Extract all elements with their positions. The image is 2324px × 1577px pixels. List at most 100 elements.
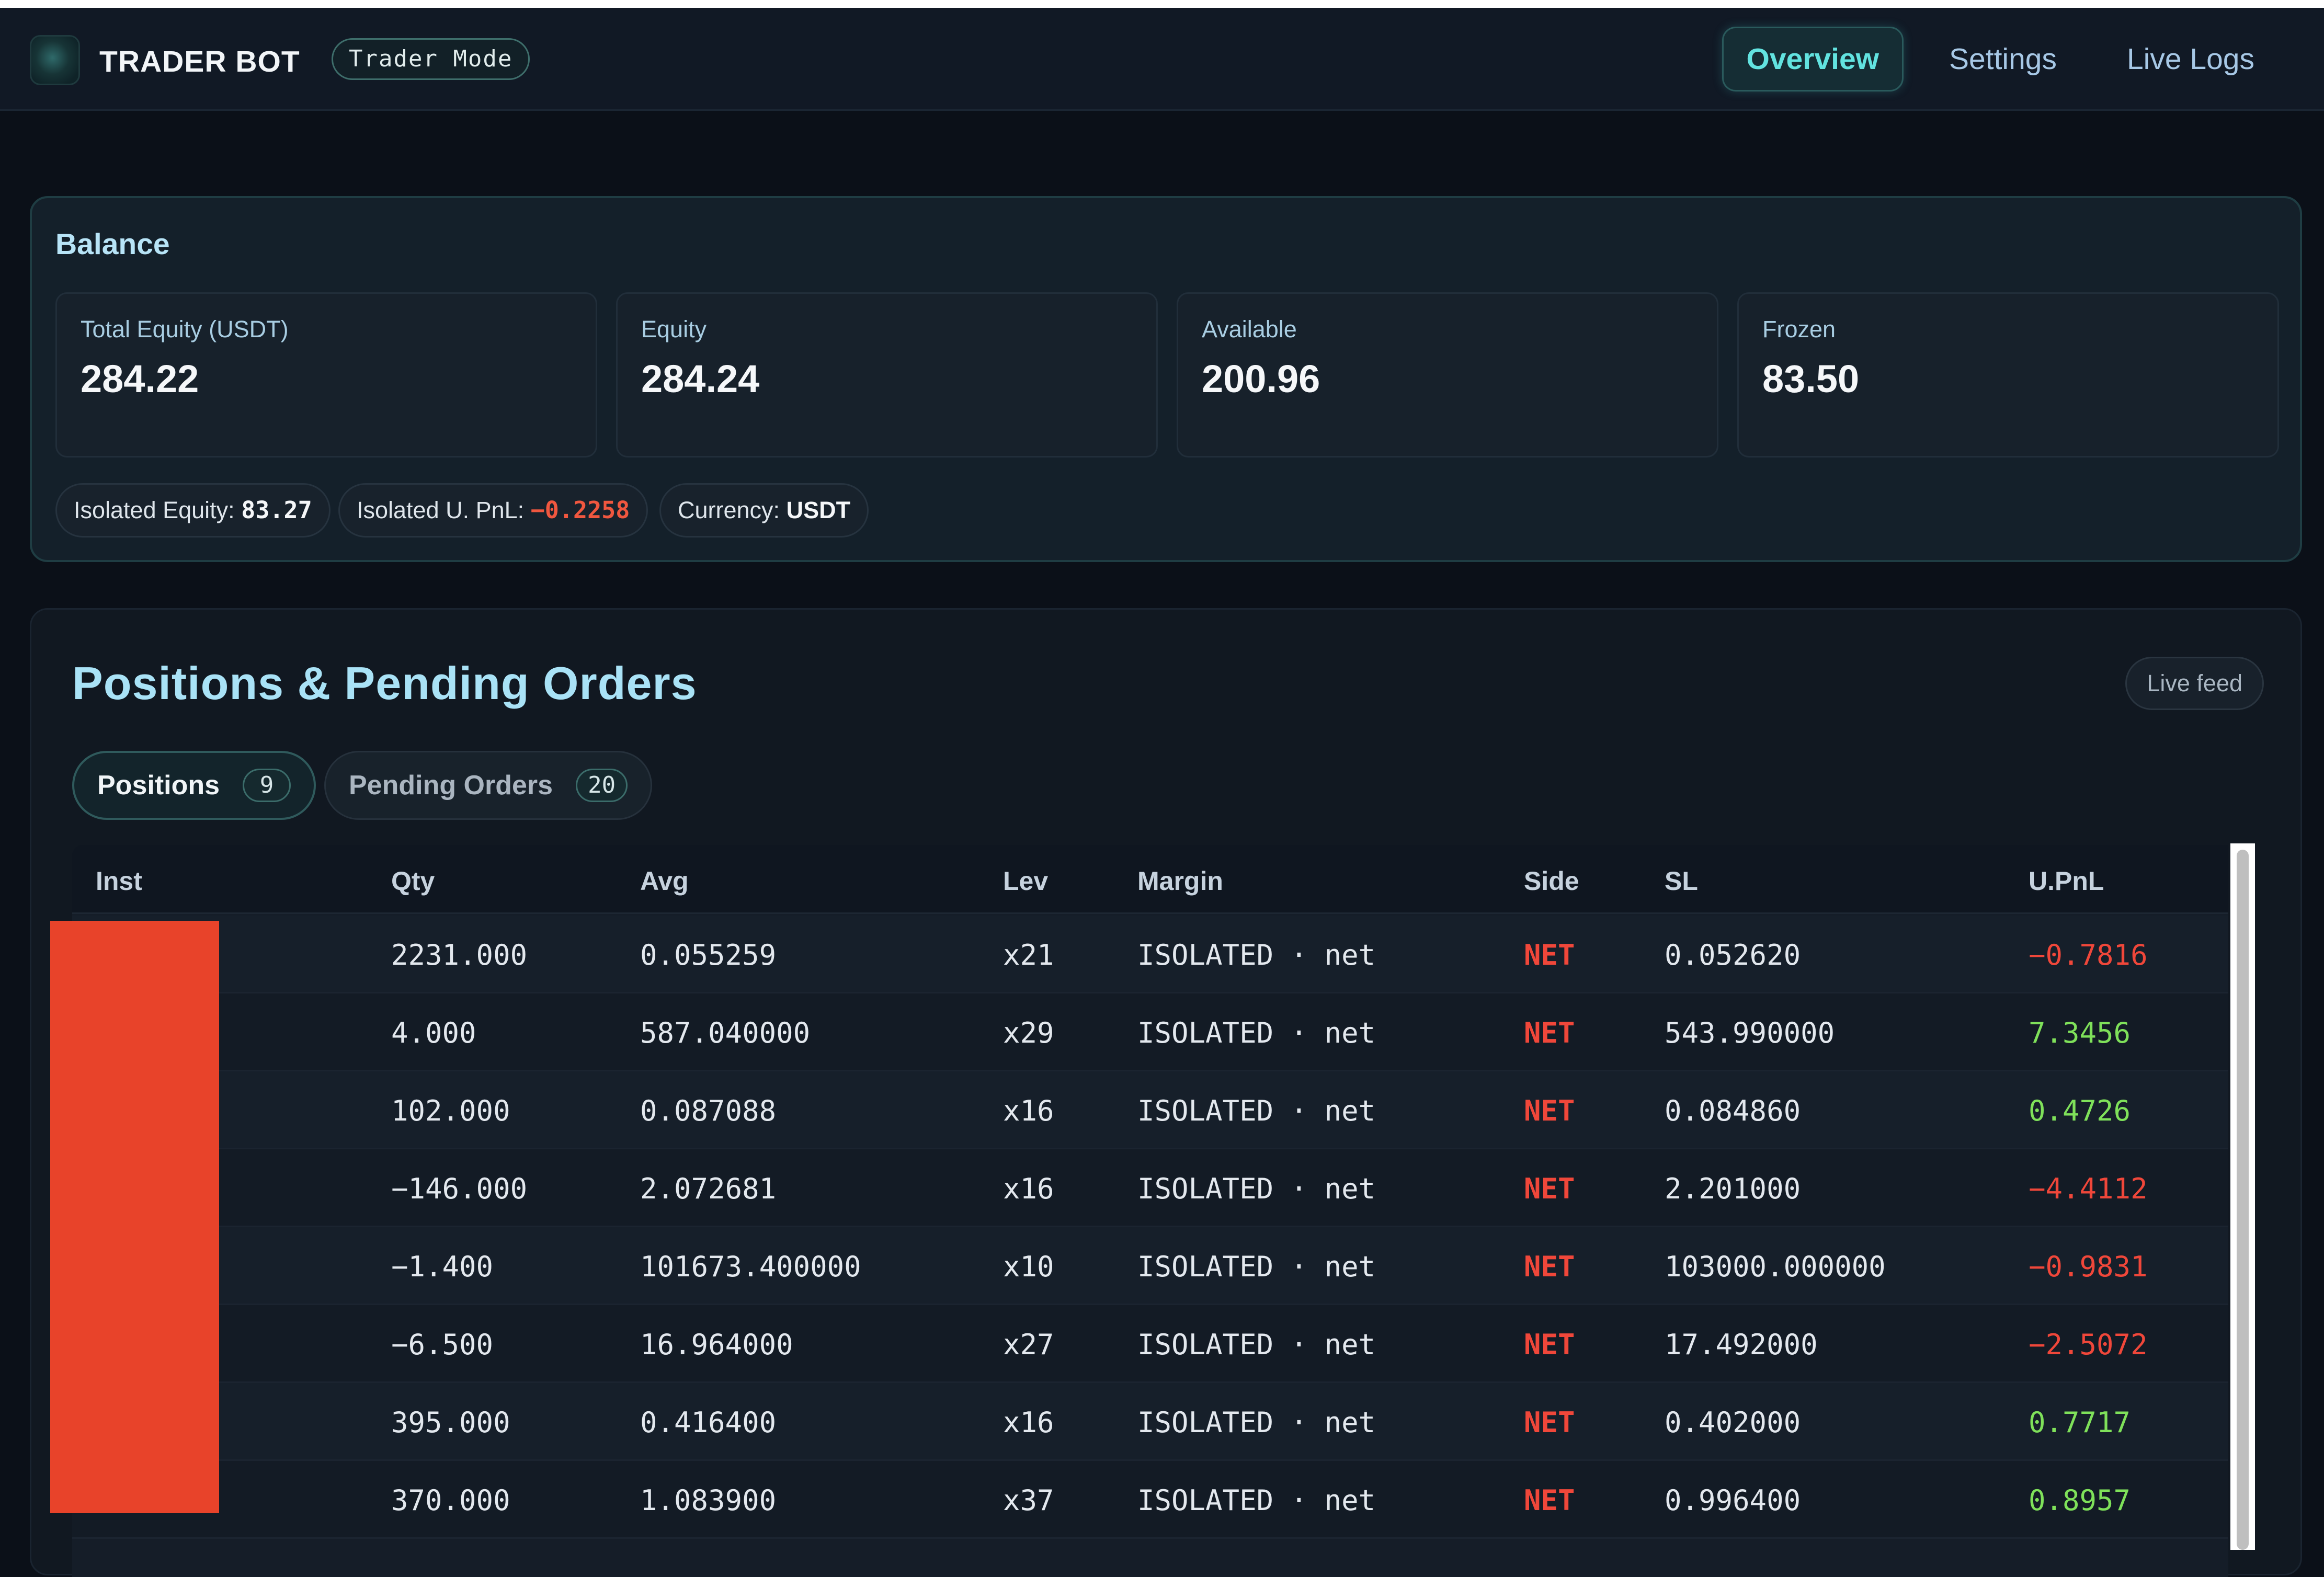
cell-side: NET [1524,939,1575,972]
positions-card: Positions & Pending Orders Live feed Pos… [30,608,2302,1577]
cell-margin: ISOLATED · net [1137,1484,1376,1517]
col-side[interactable]: Side [1524,866,1579,896]
isolated-upnl-chip: Isolated U. PnL: −0.2258 [338,483,648,538]
tab-pending-orders[interactable]: Pending Orders 20 [324,751,653,820]
cell-side: NET [1524,1250,1575,1283]
stat-frozen: Frozen 83.50 [1737,292,2279,458]
tab-positions[interactable]: Positions 9 [72,751,316,820]
table-row[interactable]: 370.000 1.083900 x37 ISOLATED · net NET 0.996… [72,1461,2228,1539]
table-row[interactable]: −6.500 16.964000 x27 ISOLATED · net NET 17.49… [72,1305,2228,1383]
app-logo-icon [30,35,80,85]
stat-value: 200.96 [1202,357,1320,401]
table-row[interactable]: −146.000 2.072681 x16 ISOLATED · net NET 2.20… [72,1149,2228,1227]
col-avg[interactable]: Avg [640,866,689,896]
cell-sl: 0.402000 [1665,1406,1801,1439]
tab-label: Positions [97,770,220,801]
col-upnl[interactable]: U.PnL [2029,866,2104,896]
col-lev[interactable]: Lev [1003,866,1049,896]
cell-avg: 1.083900 [640,1484,777,1517]
cell-avg: 101673.400000 [640,1250,861,1283]
cell-upnl: −0.7816 [2029,939,2148,972]
app-title: TRADER BOT [99,45,300,78]
table-row[interactable]: 4.000 587.040000 x29 ISOLATED · net NET 543.9… [72,993,2228,1071]
chip-value: USDT [786,497,851,523]
table-row[interactable]: −1.400 101673.400000 x10 ISOLATED · net NET 1… [72,1227,2228,1305]
cell-upnl: 0.7717 [2029,1406,2131,1439]
window-top-strip [0,0,2324,8]
nav-settings[interactable]: Settings [1949,42,2057,76]
cell-lev: x10 [1003,1250,1054,1283]
cell-avg: 0.055259 [640,939,777,972]
cell-sl: 543.990000 [1665,1016,1835,1049]
redacted-instrument-column [50,921,219,1513]
cell-qty: 395.000 [391,1406,510,1439]
cell-avg: 16.964000 [640,1328,793,1361]
stat-value: 284.22 [81,357,199,401]
table-header: Inst Qty Avg Lev Margin Side SL U.PnL [72,845,2228,914]
cell-lev: x16 [1003,1094,1054,1127]
cell-qty: −146.000 [391,1172,528,1205]
cell-side: NET [1524,1094,1575,1127]
chip-value: 83.27 [241,496,312,524]
balance-title: Balance [55,227,170,261]
stat-label: Equity [641,316,707,342]
table-scrollbar-thumb[interactable] [2237,850,2249,1550]
table-row[interactable]: 102.000 0.087088 x16 ISOLATED · net NET 0.084… [72,1071,2228,1149]
cell-upnl: −2.5072 [2029,1328,2148,1361]
col-qty[interactable]: Qty [391,866,435,896]
cell-sl: 0.084860 [1665,1094,1801,1127]
stat-value: 284.24 [641,357,760,401]
cell-avg: 2.072681 [640,1172,777,1205]
count-badge: 20 [576,769,628,802]
cell-qty: −1.400 [391,1250,494,1283]
isolated-equity-chip: Isolated Equity: 83.27 [55,483,331,538]
cell-sl: 17.492000 [1665,1328,1818,1361]
cell-qty: 102.000 [391,1094,510,1127]
cell-avg: 0.416400 [640,1406,777,1439]
col-sl[interactable]: SL [1665,866,1698,896]
table-row[interactable]: 2231.000 0.055259 x21 ISOLATED · net NET 0.05… [72,916,2228,993]
col-margin[interactable]: Margin [1137,866,1223,896]
cell-lev: x16 [1003,1172,1054,1205]
balance-card: Balance Total Equity (USDT) 284.22 Equit… [30,196,2302,562]
section-title: Positions & Pending Orders [72,657,697,709]
cell-qty: 2231.000 [391,939,528,972]
cell-qty: −6.500 [391,1328,494,1361]
cell-margin: ISOLATED · net [1137,1328,1376,1361]
cell-margin: ISOLATED · net [1137,1172,1376,1205]
cell-side: NET [1524,1172,1575,1205]
chip-label: Currency: [678,497,780,523]
cell-qty: 4.000 [391,1016,476,1049]
cell-lev: x37 [1003,1484,1054,1517]
cell-avg: 587.040000 [640,1016,811,1049]
live-feed-badge: Live feed [2125,657,2264,710]
stat-available: Available 200.96 [1177,292,1718,458]
cell-lev: x21 [1003,939,1054,972]
cell-upnl: −4.4112 [2029,1172,2148,1205]
col-inst[interactable]: Inst [96,866,142,896]
cell-lev: x16 [1003,1406,1054,1439]
cell-margin: ISOLATED · net [1137,1016,1376,1049]
positions-table: Inst Qty Avg Lev Margin Side SL U.PnL 22… [72,845,2228,1577]
nav-live-logs[interactable]: Live Logs [2126,42,2254,76]
cell-sl: 0.052620 [1665,939,1801,972]
stat-label: Frozen [1762,316,1836,342]
cell-qty: 370.000 [391,1484,510,1517]
top-nav-bar: TRADER BOT Trader Mode Overview Settings… [0,8,2324,111]
table-row[interactable]: 395.000 0.416400 x16 ISOLATED · net NET 0.402… [72,1383,2228,1461]
cell-margin: ISOLATED · net [1137,1094,1376,1127]
cell-upnl: 0.4726 [2029,1094,2131,1127]
chip-label: Isolated U. PnL: [357,497,525,523]
stat-total-equity: Total Equity (USDT) 284.22 [55,292,597,458]
mode-badge: Trader Mode [332,38,530,80]
cell-margin: ISOLATED · net [1137,1406,1376,1439]
stat-label: Total Equity (USDT) [81,316,289,342]
stat-equity: Equity 284.24 [616,292,1158,458]
cell-sl: 0.996400 [1665,1484,1801,1517]
cell-upnl: 7.3456 [2029,1016,2131,1049]
cell-side: NET [1524,1406,1575,1439]
cell-side: NET [1524,1016,1575,1049]
cell-upnl: −0.9831 [2029,1250,2148,1283]
nav-overview[interactable]: Overview [1722,27,1904,92]
cell-avg: 0.087088 [640,1094,777,1127]
